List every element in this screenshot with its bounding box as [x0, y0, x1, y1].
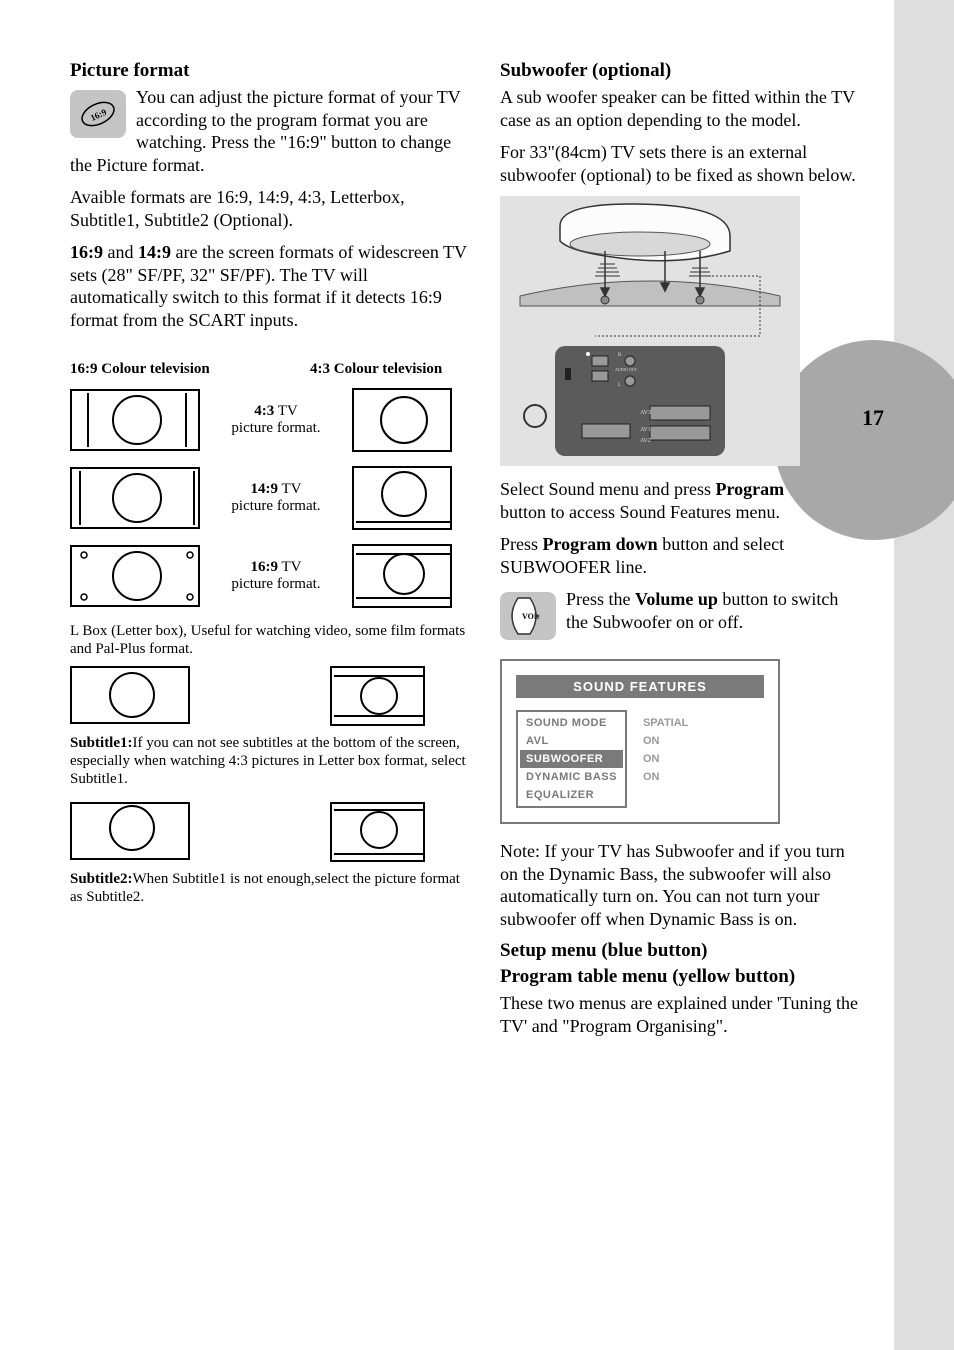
text: picture format. [231, 498, 320, 514]
menu-value: ON [637, 732, 694, 750]
tv-169-box-43mode [70, 389, 200, 451]
menu-value [637, 786, 694, 804]
right-column: Subwoofer (optional) A sub woofer speake… [500, 60, 860, 1047]
header-169: 16:9 Colour television [70, 361, 310, 378]
lbox-note: L Box (Letter box), Useful for watching … [70, 622, 470, 658]
subtitle2-note: Subtitle2:When Subtitle1 is not enough,s… [70, 870, 470, 906]
tv-row-149: 14:9 TV picture format. [70, 466, 470, 530]
text: Press the [566, 589, 635, 609]
ratio-149: 14:9 [138, 242, 171, 262]
audio-out-label: AUDIO OUT [615, 367, 638, 372]
volume-up-icon: VOL [500, 592, 556, 640]
tv-row-169: 16:9 TV picture format. [70, 544, 470, 608]
av1-label: AV1 [640, 427, 651, 433]
tv-43-box-149mode [352, 466, 452, 530]
subtitle2-label: Subtitle2: [70, 871, 133, 887]
text: and [103, 242, 138, 262]
menu-item: EQUALIZER [520, 786, 623, 804]
lbox-43 [330, 666, 425, 726]
av3-label: AV3 [640, 410, 651, 416]
program-down-2: Program down [543, 534, 658, 554]
vol-instruction: Press the Volume up button to switch the… [566, 588, 860, 633]
text: picture format. [231, 420, 320, 436]
menu-values: SPATIALONONON [633, 710, 698, 808]
menu-title: SOUND FEATURES [516, 675, 764, 698]
setup-menu-heading: Setup menu (blue button) [500, 940, 860, 962]
tv-label-149: 14:9 TV picture format. [216, 481, 336, 516]
picture-format-heading: Picture format [70, 60, 470, 82]
subtitle1-note: Subtitle1:If you can not see subtitles a… [70, 734, 470, 788]
tv-43-box-43mode [352, 388, 452, 452]
menus-explain: These two menus are explained under 'Tun… [500, 992, 860, 1037]
tv-headers: 16:9 Colour television 4:3 Colour televi… [70, 361, 470, 378]
sub1-169 [70, 802, 190, 860]
sub1-43 [330, 802, 425, 862]
header-43: 4:3 Colour television [310, 361, 442, 378]
ratio: 14:9 [251, 481, 279, 497]
subwoofer-diagram: AV3 AV1 AV2 R L AUDIO OUT [500, 196, 800, 466]
aspect-169-icon: 16:9 [70, 90, 126, 138]
tv-169-box-149mode [70, 467, 200, 529]
tv-169-box-169mode [70, 545, 200, 607]
subwoofer-heading: Subwoofer (optional) [500, 60, 860, 82]
menu-value: ON [637, 750, 694, 768]
subwoofer-note: Note: If your TV has Subwoofer and if yo… [500, 840, 860, 930]
program-table-heading: Program table menu (yellow button) [500, 966, 860, 988]
menu-value: ON [637, 768, 694, 786]
menu-item: SUBWOOFER [520, 750, 623, 768]
text: Press [500, 534, 543, 554]
text: TV [274, 403, 297, 419]
text: TV [278, 481, 301, 497]
subwoofer-p1: A sub woofer speaker can be fitted withi… [500, 86, 860, 131]
av2-label: AV2 [640, 438, 651, 444]
volume-up-label: Volume up [635, 589, 718, 609]
text: TV [278, 559, 301, 575]
lbox-169 [70, 666, 190, 724]
tv-43-box-169mode [352, 544, 452, 608]
sound-features-menu: SOUND FEATURES SOUND MODEAVLSUBWOOFERDYN… [500, 659, 780, 824]
l-label: L [618, 383, 621, 388]
sound-step2: Press Program down button and select SUB… [500, 533, 860, 578]
menu-value: SPATIAL [637, 714, 694, 732]
tv-label-43: 4:3 TV picture format. [216, 403, 336, 438]
ratio-169: 16:9 [70, 242, 103, 262]
ratio: 16:9 [251, 559, 279, 575]
tv-row-43: 4:3 TV picture format. [70, 388, 470, 452]
menu-item: DYNAMIC BASS [520, 768, 623, 786]
ratio: 4:3 [254, 403, 274, 419]
menu-item: AVL [520, 732, 623, 750]
tv-label-169: 16:9 TV picture format. [216, 559, 336, 594]
picture-format-intro: You can adjust the picture format of you… [70, 86, 470, 176]
left-column: Picture format 16:9 You can adjust the p… [70, 60, 470, 1047]
subtitle1-label: Subtitle1: [70, 735, 133, 751]
text: picture format. [231, 576, 320, 592]
page-side-band [894, 0, 954, 1350]
available-formats: Avaible formats are 16:9, 14:9, 4:3, Let… [70, 186, 470, 231]
subwoofer-p2: For 33"(84cm) TV sets there is an extern… [500, 141, 860, 186]
page-number: 17 [862, 405, 884, 431]
text: Select Sound menu and press [500, 479, 715, 499]
menu-items: SOUND MODEAVLSUBWOOFERDYNAMIC BASSEQUALI… [516, 710, 627, 808]
text: button to access Sound Features menu. [500, 502, 780, 522]
menu-item: SOUND MODE [520, 714, 623, 732]
widescreen-note: 16:9 and 14:9 are the screen formats of … [70, 241, 470, 331]
